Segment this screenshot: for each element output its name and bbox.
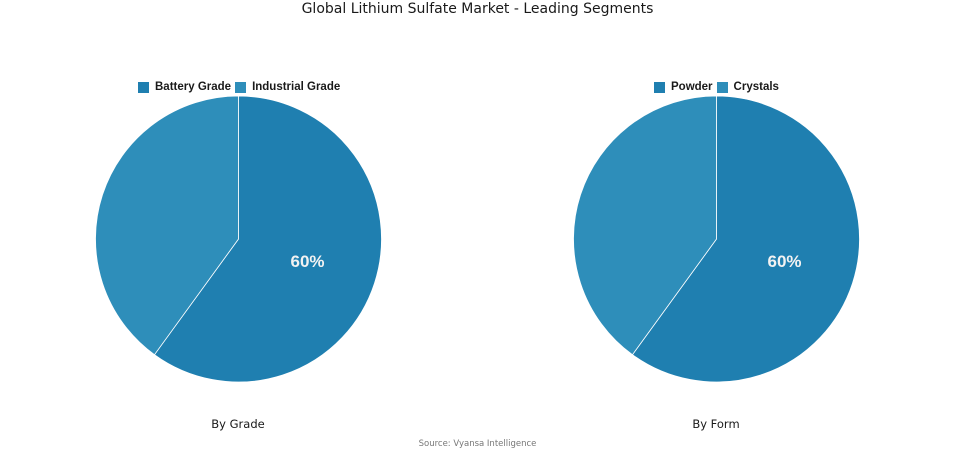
- slice-industrial-grade[interactable]: [95, 95, 239, 356]
- slice-powder[interactable]: [631, 95, 860, 383]
- legend-form: Powder Crystals: [654, 80, 783, 94]
- legend-item-powder[interactable]: Powder: [654, 81, 713, 93]
- legend-label: Powder: [671, 81, 713, 93]
- legend-grade: Battery Grade Industrial Grade: [138, 80, 344, 94]
- legend-item-crystals[interactable]: Crystals: [716, 81, 779, 93]
- pie-chart-form: 60%: [573, 95, 860, 383]
- legend-swatch: [235, 81, 247, 93]
- legend-swatch: [654, 81, 665, 93]
- pie-chart-grade: 60%: [95, 95, 382, 383]
- slice-crystals[interactable]: [573, 95, 717, 356]
- legend-item-industrial-grade[interactable]: Industrial Grade: [235, 81, 340, 93]
- slice-label: 60%: [767, 252, 801, 271]
- slice-label: 60%: [290, 252, 324, 271]
- legend-label: Industrial Grade: [252, 81, 341, 93]
- legend-item-battery-grade[interactable]: Battery Grade: [138, 81, 231, 93]
- caption-by-grade: By Grade: [211, 417, 265, 431]
- legend-swatch: [716, 81, 728, 93]
- source-note: Source: Vyansa Intelligence: [418, 439, 537, 449]
- caption-by-form: By Form: [692, 417, 740, 431]
- chart-title: Global Lithium Sulfate Market - Leading …: [301, 1, 654, 17]
- legend-swatch: [138, 81, 149, 93]
- legend-label: Crystals: [733, 81, 779, 93]
- legend-label: Battery Grade: [155, 81, 232, 93]
- slice-battery-grade[interactable]: [153, 95, 382, 383]
